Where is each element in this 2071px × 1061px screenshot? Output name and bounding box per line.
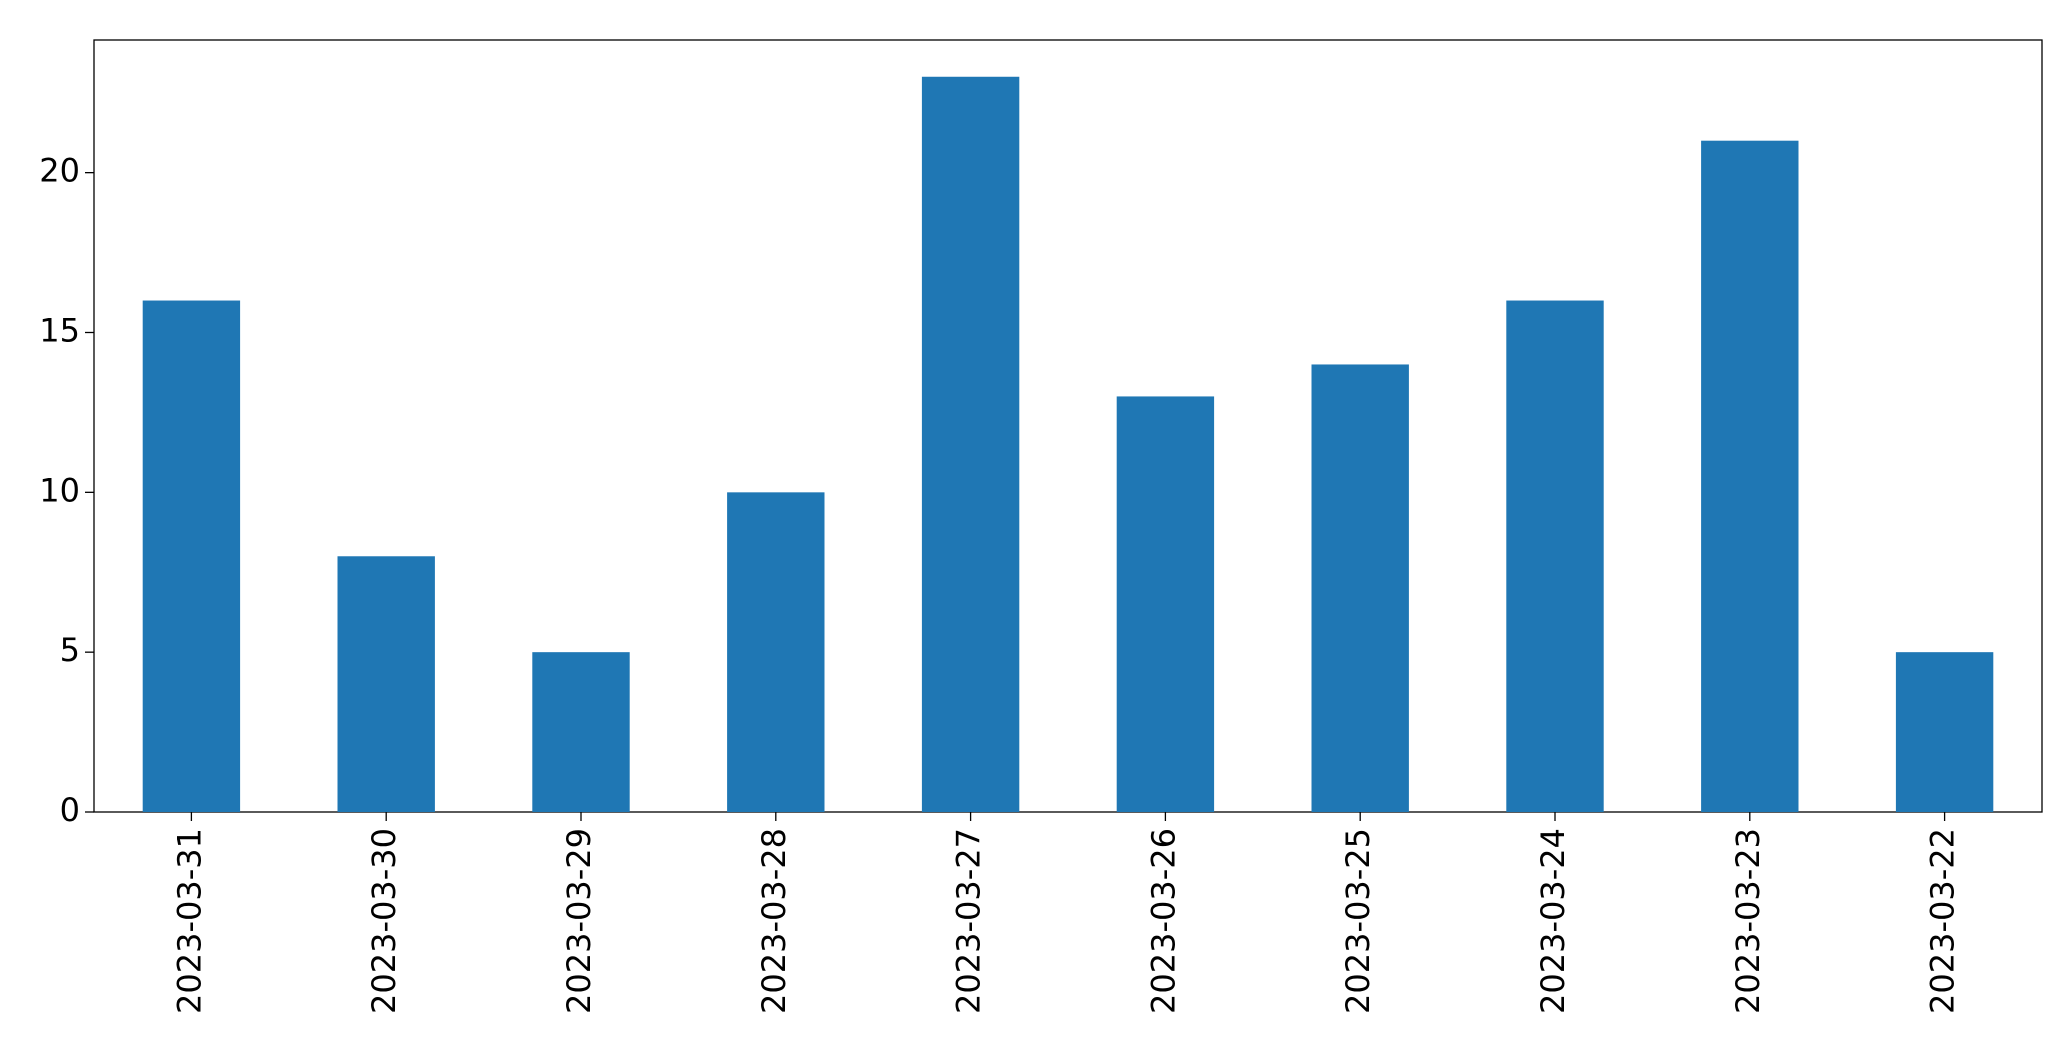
x-tick-label: 2023-03-31 [170,828,208,1014]
x-tick-label: 2023-03-27 [950,828,988,1014]
bar [1506,300,1604,812]
x-tick-label: 2023-03-22 [1924,828,1962,1014]
plot-frame [93,39,2043,813]
bar [1311,364,1409,812]
x-tick-label: 2023-03-29 [560,828,598,1014]
bar [727,492,825,812]
bar [1116,396,1215,812]
y-tick-label: 10 [39,471,80,509]
y-tick-label: 0 [60,791,80,829]
x-tick-label: 2023-03-30 [365,828,403,1014]
bar [337,556,435,812]
x-tick-label: 2023-03-28 [755,828,793,1014]
bar [1701,140,1799,812]
y-tick-label: 20 [39,152,80,190]
bar [142,300,241,812]
y-tick-label: 15 [39,311,80,349]
x-tick-label: 2023-03-23 [1729,828,1767,1014]
bar [532,652,630,812]
y-tick-label: 5 [60,631,80,669]
x-tick-label: 2023-03-25 [1339,828,1377,1014]
bar [1895,652,1994,812]
x-tick-label: 2023-03-26 [1144,828,1182,1014]
x-tick-label: 2023-03-24 [1534,828,1572,1014]
bar [921,76,1020,812]
